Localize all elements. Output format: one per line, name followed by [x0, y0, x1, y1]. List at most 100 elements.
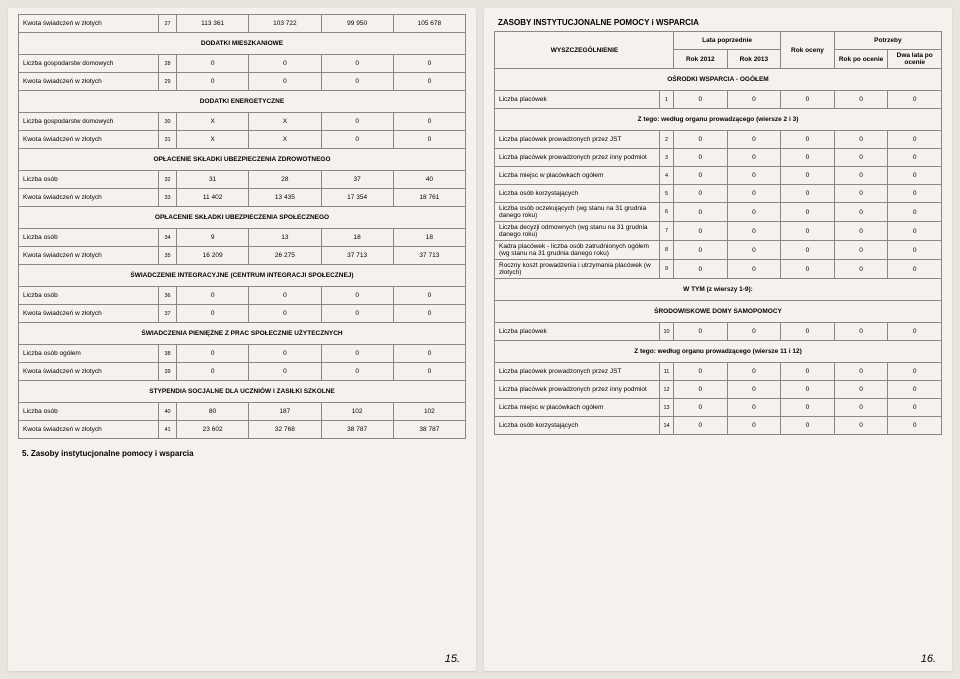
- section-header: ŚRODOWISKOWE DOMY SAMOPOMOCY: [495, 301, 942, 323]
- table-row: Liczba osób 32 31 28 37 40: [19, 171, 466, 189]
- cell: 0: [393, 55, 465, 73]
- cell: 18 761: [393, 189, 465, 207]
- cell: 38 787: [393, 421, 465, 439]
- table-row: Liczba osób oczekujących (wg stanu na 31…: [495, 203, 942, 222]
- cell: 0: [834, 185, 888, 203]
- cell: 0: [177, 55, 249, 73]
- cell: 0: [727, 167, 781, 185]
- table-row: Kwota świadczeń w złotych 33 11 402 13 4…: [19, 189, 466, 207]
- cell: 0: [888, 91, 942, 109]
- row-number: 3: [660, 149, 674, 167]
- cell: 0: [321, 131, 393, 149]
- section-header: W TYM (z wierszy 1-9):: [495, 279, 942, 301]
- section-header: Z tego: według organu prowadzącego (wier…: [495, 341, 942, 363]
- table-row: Kadra placówek - liczba osób zatrudniony…: [495, 241, 942, 260]
- row-label: Liczba osób korzystających: [495, 417, 660, 435]
- cell: 0: [834, 149, 888, 167]
- cell: 0: [834, 381, 888, 399]
- cell: 0: [674, 203, 728, 222]
- section-header: OPŁACENIE SKŁADKI UBEZPIECZENIA ZDROWOTN…: [19, 149, 466, 171]
- row-number: 41: [159, 421, 177, 439]
- cell: 0: [674, 363, 728, 381]
- row-number: 12: [660, 381, 674, 399]
- section-header: OŚRODKI WSPARCIA - OGÓŁEM: [495, 69, 942, 91]
- cell: 0: [249, 363, 321, 381]
- cell: 0: [321, 305, 393, 323]
- cell: 113 361: [177, 15, 249, 33]
- cell: 0: [674, 241, 728, 260]
- row-label: Liczba gospodarstw domowych: [19, 113, 159, 131]
- cell: 0: [888, 417, 942, 435]
- cell: 0: [249, 55, 321, 73]
- table-row: Kwota świadczeń w złotych 27 113 361 103…: [19, 15, 466, 33]
- table-row: Liczba gospodarstw domowych 28 0 0 0 0: [19, 55, 466, 73]
- row-number: 38: [159, 345, 177, 363]
- cell: 37 713: [393, 247, 465, 265]
- cell: 0: [727, 417, 781, 435]
- cell: 0: [727, 203, 781, 222]
- cell: 0: [781, 399, 835, 417]
- cell: 0: [834, 363, 888, 381]
- right-page: ZASOBY INSTYTUCJONALNE POMOCY i WSPARCIA…: [484, 8, 952, 671]
- row-number: 35: [159, 247, 177, 265]
- row-number: 29: [159, 73, 177, 91]
- row-label: Kwota świadczeń w złotych: [19, 189, 159, 207]
- cell: 0: [727, 323, 781, 341]
- cell: 18: [393, 229, 465, 247]
- row-number: 11: [660, 363, 674, 381]
- section-title: DODATKI MIESZKANIOWE: [19, 33, 466, 55]
- row-number: 30: [159, 113, 177, 131]
- cell: 0: [321, 363, 393, 381]
- cell: 17 354: [321, 189, 393, 207]
- cell: 0: [834, 203, 888, 222]
- row-number: 40: [159, 403, 177, 421]
- table-row: Liczba placówek prowadzonych przez inny …: [495, 149, 942, 167]
- section-header: OPŁACENIE SKŁADKI UBEZPIECZENIA SPOŁECZN…: [19, 207, 466, 229]
- cell: 0: [834, 131, 888, 149]
- cell: X: [249, 131, 321, 149]
- section-title: DODATKI ENERGETYCZNE: [19, 91, 466, 113]
- cell: 23 602: [177, 421, 249, 439]
- cell: 0: [177, 305, 249, 323]
- cell: 0: [393, 287, 465, 305]
- table-row: Kwota świadczeń w złotych 31 X X 0 0: [19, 131, 466, 149]
- row-number: 33: [159, 189, 177, 207]
- cell: 32 768: [249, 421, 321, 439]
- cell: 0: [888, 185, 942, 203]
- row-number: 8: [660, 241, 674, 260]
- section-title: ŚWIADCZENIE INTEGRACYJNE (CENTRUM INTEGR…: [19, 265, 466, 287]
- section-header: DODATKI MIESZKANIOWE: [19, 33, 466, 55]
- row-label: Liczba placówek prowadzonych przez JST: [495, 363, 660, 381]
- table-row: Liczba placówek 1 0 0 0 0 0: [495, 91, 942, 109]
- cell: 0: [781, 241, 835, 260]
- cell: 0: [834, 222, 888, 241]
- row-label: Kwota świadczeń w złotych: [19, 247, 159, 265]
- cell: 0: [321, 55, 393, 73]
- cell: 102: [393, 403, 465, 421]
- cell: 0: [834, 399, 888, 417]
- row-number: 31: [159, 131, 177, 149]
- cell: 37 713: [321, 247, 393, 265]
- right-table: WYSZCZEGÓLNIENIE Lata poprzednie Rok oce…: [494, 31, 942, 435]
- cell: 0: [781, 203, 835, 222]
- cell: 0: [393, 73, 465, 91]
- row-label: Kwota świadczeń w złotych: [19, 421, 159, 439]
- cell: 0: [727, 91, 781, 109]
- cell: 0: [674, 323, 728, 341]
- row-number: 28: [159, 55, 177, 73]
- cell: 0: [834, 91, 888, 109]
- row-number: 7: [660, 222, 674, 241]
- col-dwa: Dwa lata po ocenie: [888, 50, 942, 69]
- col-potrzeby: Potrzeby: [834, 32, 941, 50]
- row-number: 32: [159, 171, 177, 189]
- cell: 0: [781, 260, 835, 279]
- cell: 0: [674, 167, 728, 185]
- section-heading: 5. Zasoby instytucjonalne pomocy i wspar…: [22, 449, 466, 458]
- table-row: Liczba osób korzystających 5 0 0 0 0 0: [495, 185, 942, 203]
- section-title: W TYM (z wierszy 1-9):: [495, 279, 942, 301]
- cell: 13 435: [249, 189, 321, 207]
- section-header: Z tego: według organu prowadzącego (wier…: [495, 109, 942, 131]
- table-row: Liczba osób 40 80 187 102 102: [19, 403, 466, 421]
- cell: 31: [177, 171, 249, 189]
- row-number: 36: [159, 287, 177, 305]
